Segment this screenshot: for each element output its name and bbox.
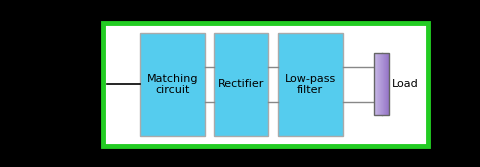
Bar bbox=[386, 53, 387, 115]
Bar bbox=[388, 53, 389, 115]
Bar bbox=[379, 53, 380, 115]
Bar bbox=[389, 53, 390, 115]
Bar bbox=[387, 53, 388, 115]
Bar bbox=[374, 53, 389, 115]
Bar bbox=[376, 53, 377, 115]
Bar bbox=[140, 33, 205, 136]
Bar bbox=[378, 53, 379, 115]
Text: Rectifier: Rectifier bbox=[218, 79, 264, 89]
Bar bbox=[381, 53, 382, 115]
Bar bbox=[381, 53, 382, 115]
Bar bbox=[375, 53, 376, 115]
Text: Low-pass
filter: Low-pass filter bbox=[285, 73, 336, 95]
Bar bbox=[384, 53, 385, 115]
Bar bbox=[383, 53, 384, 115]
Bar bbox=[215, 33, 268, 136]
Bar bbox=[374, 53, 375, 115]
Bar bbox=[388, 53, 389, 115]
Bar bbox=[386, 53, 387, 115]
Bar bbox=[379, 53, 380, 115]
Bar bbox=[380, 53, 381, 115]
Bar bbox=[277, 33, 343, 136]
Text: Matching
circuit: Matching circuit bbox=[147, 73, 198, 95]
Bar bbox=[376, 53, 377, 115]
Bar bbox=[385, 53, 386, 115]
Text: Load: Load bbox=[392, 79, 419, 89]
Bar bbox=[382, 53, 383, 115]
Bar bbox=[382, 53, 383, 115]
Bar bbox=[387, 53, 388, 115]
Bar bbox=[384, 53, 385, 115]
Bar bbox=[103, 23, 428, 146]
Bar bbox=[385, 53, 386, 115]
Bar bbox=[380, 53, 381, 115]
Bar bbox=[378, 53, 379, 115]
Bar bbox=[375, 53, 376, 115]
Bar bbox=[377, 53, 378, 115]
Bar bbox=[377, 53, 378, 115]
Bar bbox=[383, 53, 384, 115]
